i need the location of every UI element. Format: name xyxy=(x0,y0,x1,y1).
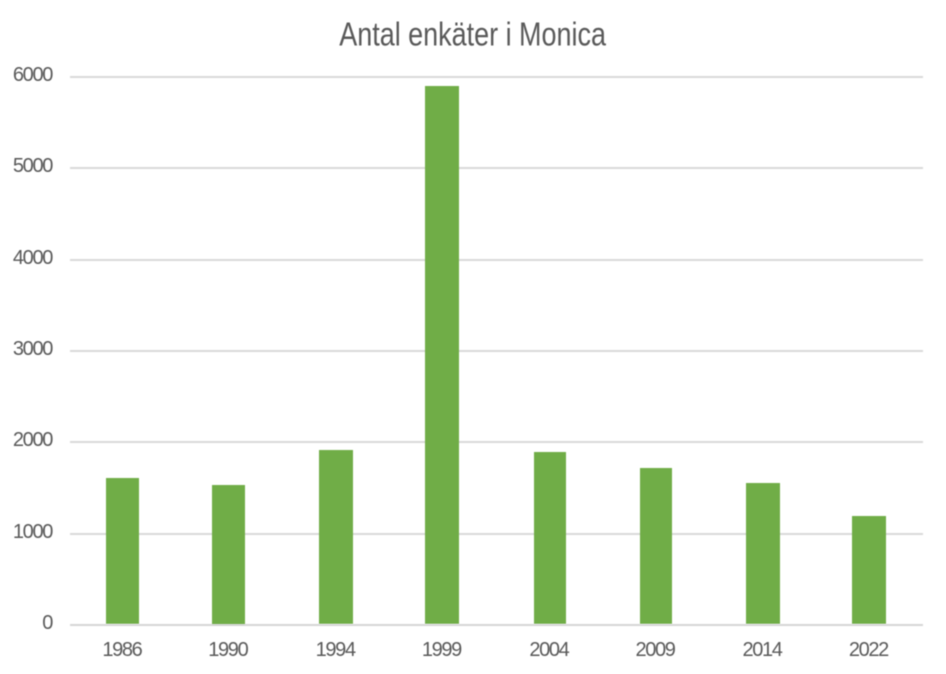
svg-text:Antal enkäter i Monica: Antal enkäter i Monica xyxy=(339,16,606,53)
